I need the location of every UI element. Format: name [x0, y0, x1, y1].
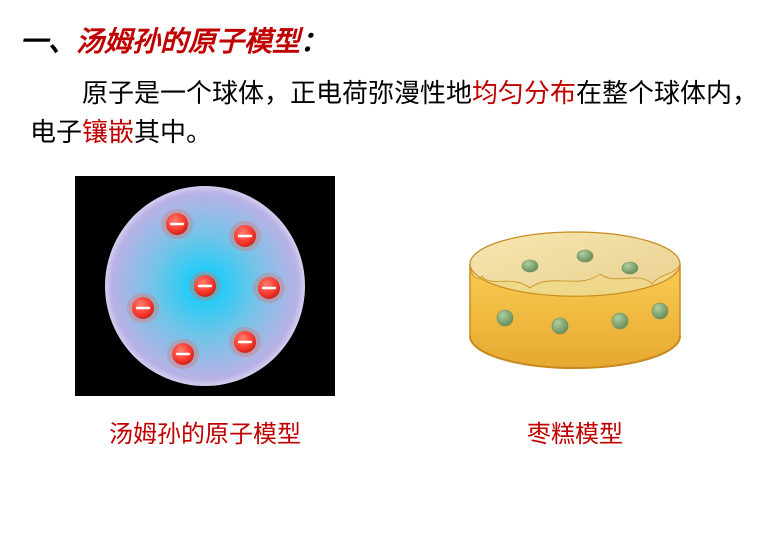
pudding-diagram — [445, 196, 705, 396]
atom-svg — [90, 181, 320, 391]
body-seg2: 均匀分布 — [472, 79, 576, 108]
atom-figure: 汤姆孙的原子模型 — [75, 176, 335, 449]
atom-diagram — [75, 176, 335, 396]
title-suffix: ： — [300, 27, 328, 58]
body-paragraph: 原子是一个球体，正电荷弥漫性地均匀分布在整个球体内，电子镶嵌其中。 — [30, 74, 760, 152]
body-seg5: 其中。 — [134, 118, 212, 147]
pudding-caption: 枣糕模型 — [527, 414, 623, 449]
body-seg4: 镶嵌 — [82, 118, 134, 147]
title-prefix: 一、 — [20, 27, 76, 58]
title-main: 汤姆孙的原子模型 — [76, 27, 300, 58]
pudding-figure: 枣糕模型 — [445, 176, 705, 449]
section-title: 一、汤姆孙的原子模型： — [20, 20, 760, 60]
body-seg1: 原子是一个球体，正电荷弥漫性地 — [82, 79, 472, 108]
atom-caption: 汤姆孙的原子模型 — [109, 414, 301, 449]
pudding-svg — [450, 206, 700, 386]
figures-row: 汤姆孙的原子模型 枣糕模型 — [20, 176, 760, 449]
